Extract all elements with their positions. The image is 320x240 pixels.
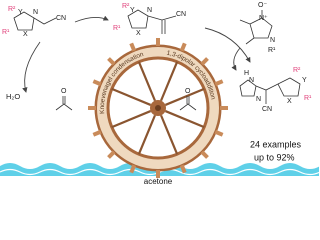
spoke bbox=[160, 61, 179, 102]
paddle bbox=[214, 79, 224, 87]
atom: N⁺ bbox=[259, 15, 268, 22]
atom: O⁻ bbox=[258, 2, 267, 9]
spoke bbox=[137, 61, 156, 102]
r-group: R² bbox=[122, 3, 130, 10]
arrow bbox=[204, 27, 251, 63]
water-wheel bbox=[88, 38, 228, 178]
paddle bbox=[107, 57, 116, 66]
atom: X bbox=[23, 31, 28, 38]
intermediate: R² Y N X R¹ CN bbox=[113, 3, 186, 37]
acetone-left: O bbox=[55, 88, 73, 111]
arrow bbox=[231, 47, 241, 71]
nitrone: O⁻ N⁺ N R¹ bbox=[239, 2, 276, 54]
atom: X bbox=[287, 98, 292, 105]
product: H N N R² Y X R¹ CN bbox=[239, 67, 312, 113]
atom: X bbox=[136, 30, 141, 37]
spoke bbox=[160, 114, 179, 155]
atom: N bbox=[33, 9, 38, 16]
paddle bbox=[92, 79, 102, 87]
r-group: R¹ bbox=[304, 95, 312, 102]
atom: N bbox=[270, 37, 275, 44]
atom: H bbox=[244, 70, 249, 77]
r-group: R¹ bbox=[113, 25, 121, 32]
spoke bbox=[164, 87, 205, 106]
paddle bbox=[200, 57, 209, 66]
atom: O bbox=[185, 88, 191, 95]
atom: N bbox=[147, 7, 152, 14]
paddle bbox=[107, 150, 116, 159]
atom: Y bbox=[18, 9, 23, 16]
atom: R¹ bbox=[268, 47, 276, 54]
atom: N bbox=[256, 96, 261, 103]
paddle bbox=[129, 42, 137, 52]
substrate: R² Y N X R¹ CN bbox=[2, 6, 66, 38]
spoke bbox=[111, 87, 152, 106]
r-group: R² bbox=[8, 6, 16, 13]
atom: CN bbox=[56, 15, 66, 22]
arrow bbox=[74, 15, 109, 23]
atom: O bbox=[61, 88, 67, 95]
atom: CN bbox=[262, 106, 272, 113]
paddle bbox=[129, 164, 137, 174]
spoke bbox=[111, 110, 152, 129]
paddle bbox=[200, 150, 209, 159]
r-group: R¹ bbox=[2, 29, 10, 36]
paddle bbox=[214, 129, 224, 137]
paddle bbox=[92, 129, 102, 137]
scheme: Knoevenagel condensation 1,3-dipolar cyc… bbox=[0, 2, 319, 186]
solvent-label: acetone bbox=[144, 177, 173, 186]
atom: N bbox=[249, 77, 254, 84]
arrow bbox=[22, 41, 41, 93]
paddle bbox=[179, 164, 187, 174]
page: {"scheme": { "substrate": {"r2": "R²", "… bbox=[0, 1, 319, 187]
r-group: R² bbox=[293, 67, 301, 74]
paddle bbox=[179, 42, 187, 52]
atom: Y bbox=[302, 77, 307, 84]
byproduct: H₂O bbox=[6, 92, 20, 101]
summary-line: 24 examples bbox=[250, 139, 302, 149]
spoke bbox=[137, 114, 156, 155]
atom: Y bbox=[130, 7, 135, 14]
acetone-right: O bbox=[179, 88, 197, 111]
atom: CN bbox=[176, 11, 186, 18]
summary-line: up to 92% bbox=[254, 152, 295, 162]
spoke bbox=[164, 110, 205, 129]
